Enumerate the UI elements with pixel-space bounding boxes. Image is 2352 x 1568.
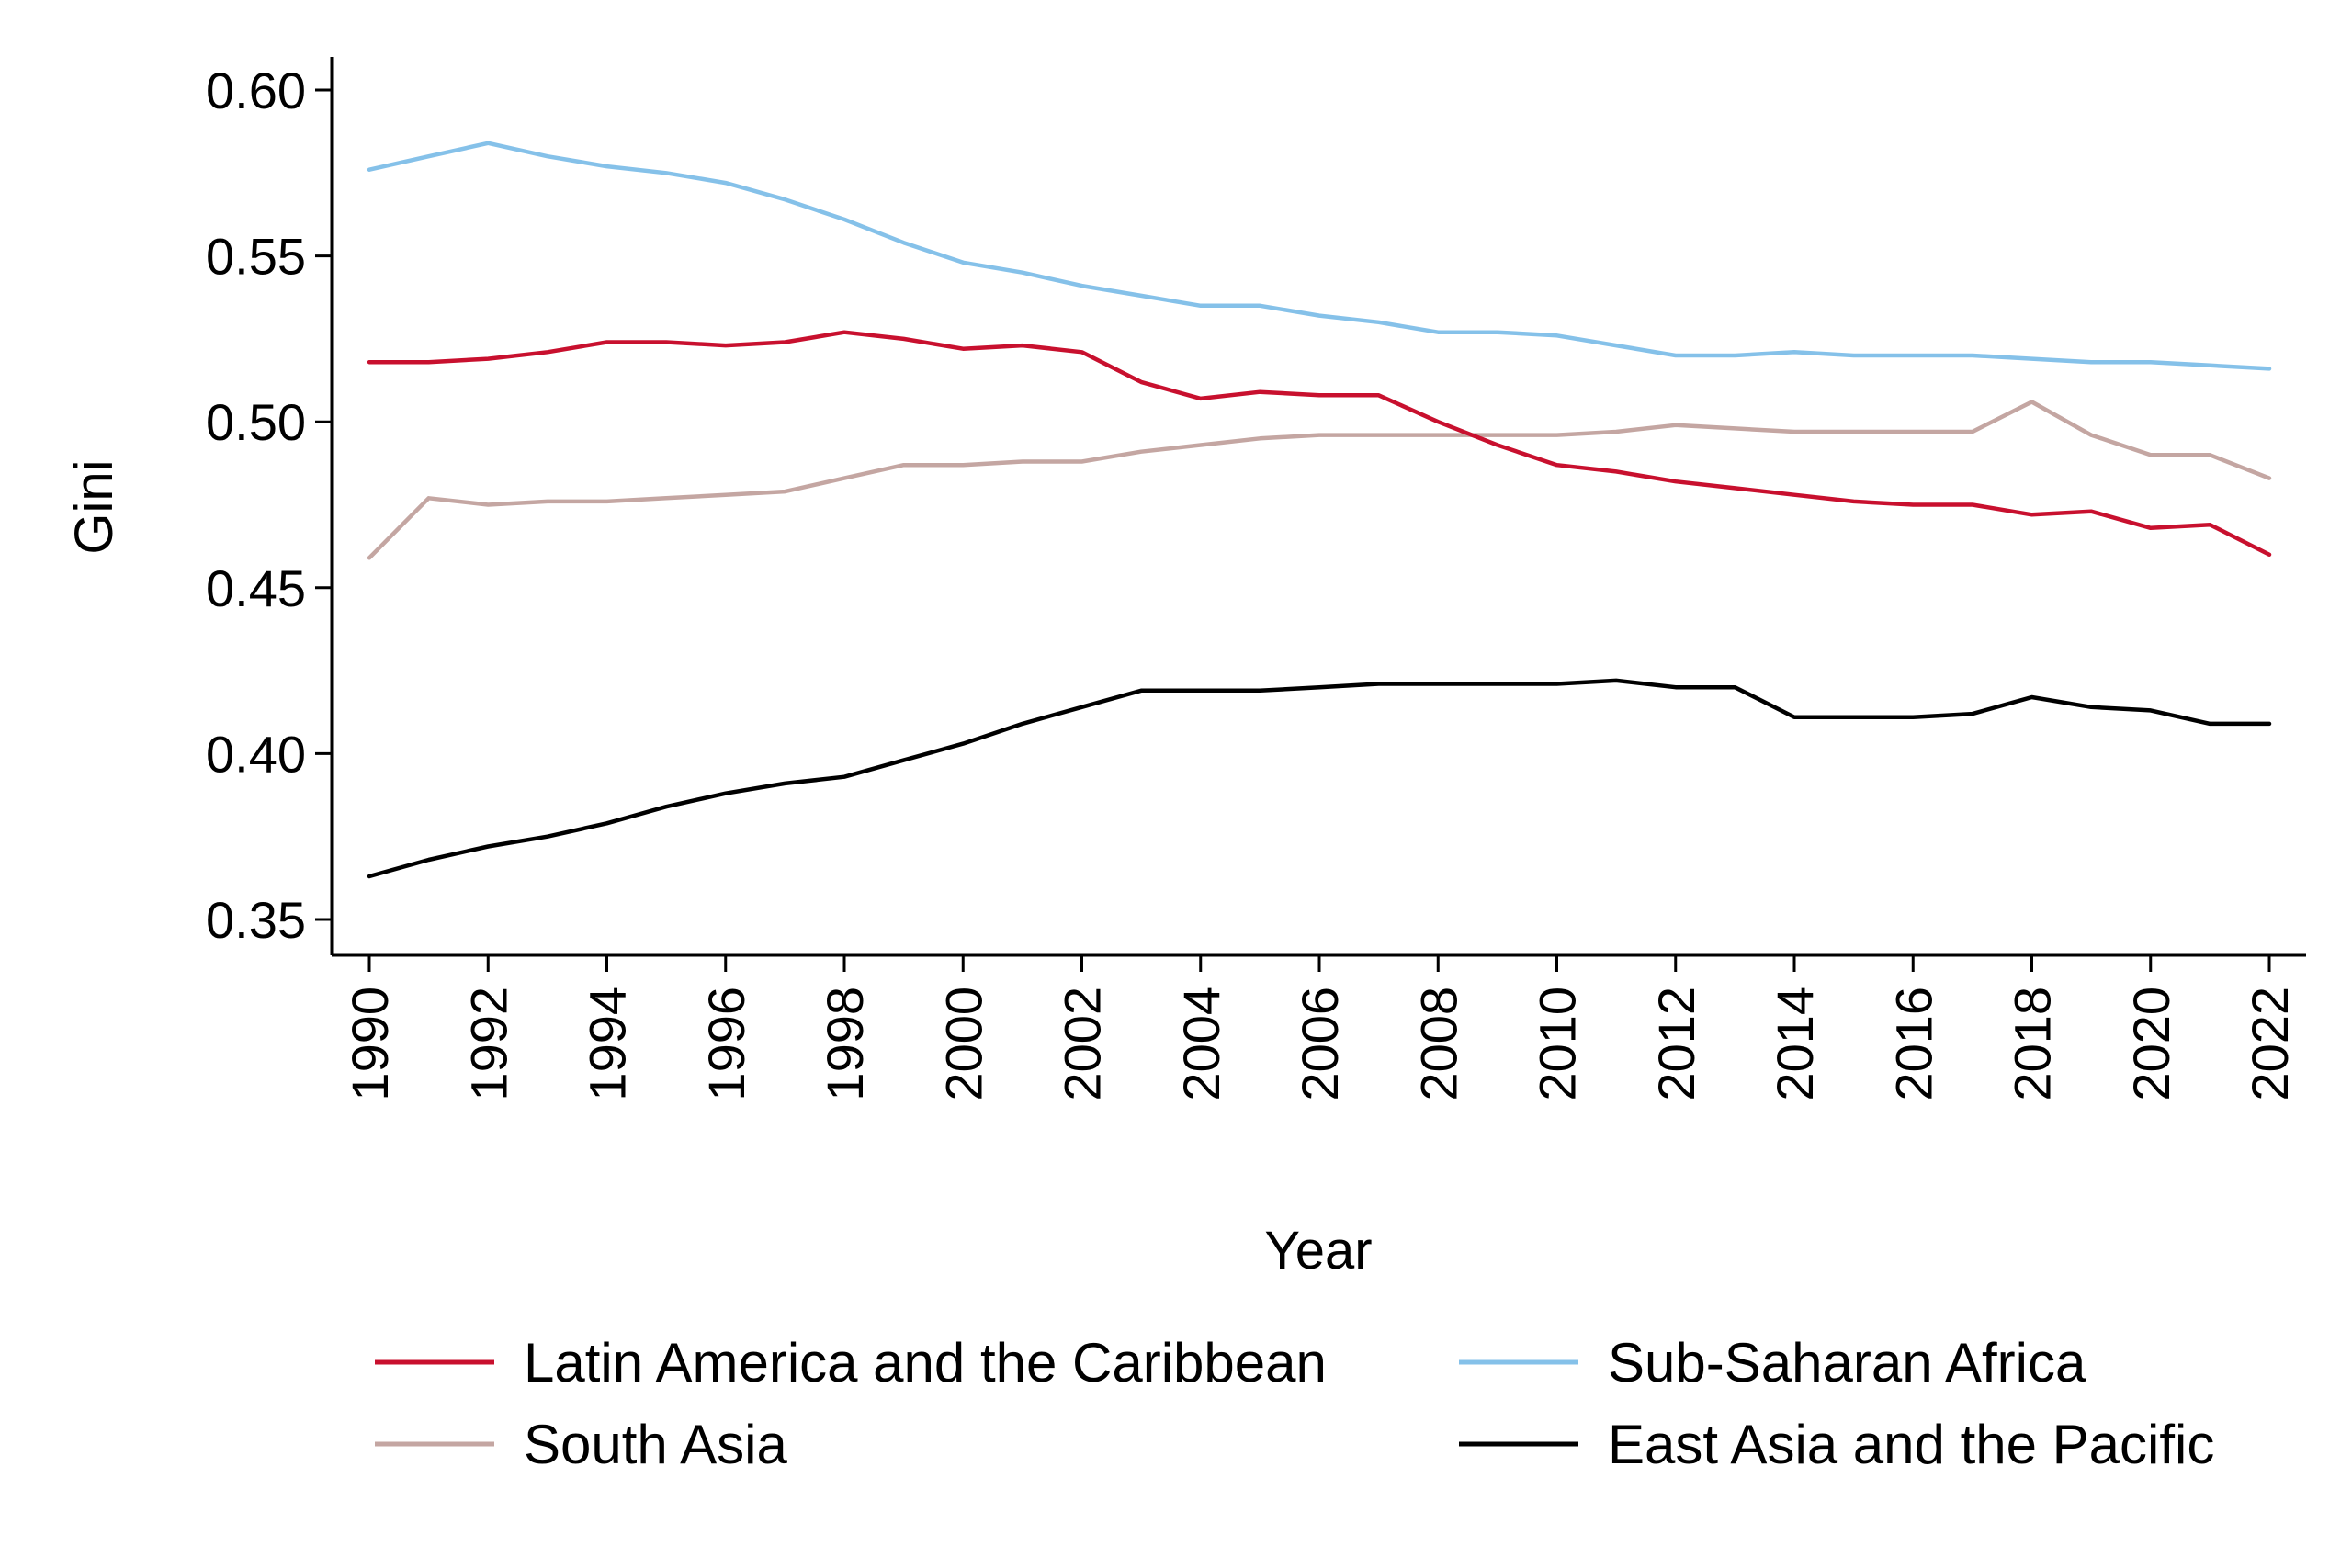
- x-tick-label: 2006: [1291, 987, 1349, 1101]
- x-tick-label: 2002: [1054, 987, 1112, 1101]
- legend-item: Sub-Saharan Africa: [1459, 1332, 2086, 1393]
- x-tick-label: 2010: [1529, 987, 1587, 1101]
- y-tick-label: 0.55: [206, 228, 306, 286]
- x-tick-label: 2012: [1647, 987, 1705, 1101]
- legend-label: South Asia: [524, 1414, 788, 1475]
- legend-label: Latin America and the Caribbean: [524, 1332, 1327, 1393]
- series-line-south-asia: [367, 400, 2272, 560]
- series-line-sub-saharan-africa: [367, 141, 2272, 371]
- legend-item: East Asia and the Pacific: [1459, 1414, 2214, 1475]
- x-tick-label: 2022: [2241, 987, 2299, 1101]
- y-tick-label: 0.40: [206, 725, 306, 783]
- legend-label: Sub-Saharan Africa: [1608, 1332, 2086, 1393]
- legend-item: Latin America and the Caribbean: [375, 1332, 1327, 1393]
- x-tick-label: 1990: [341, 987, 399, 1101]
- y-tick-label: 0.45: [206, 559, 306, 617]
- x-tick-label: 2018: [2004, 987, 2062, 1101]
- x-tick-label: 1992: [459, 987, 517, 1101]
- x-tick-label: 2016: [1884, 987, 1942, 1101]
- legend: Latin America and the Caribbean Sub-Sahar…: [375, 1332, 2214, 1475]
- y-tick-label: 0.50: [206, 393, 306, 451]
- x-tick-label: 2000: [934, 987, 992, 1101]
- series-lines: [367, 141, 2272, 879]
- series-line-latin-america-and-the-caribbean: [367, 330, 2272, 557]
- y-tick-label: 0.35: [206, 891, 306, 949]
- x-tick-label: 2008: [1409, 987, 1467, 1101]
- x-tick-label: 1994: [579, 987, 637, 1101]
- y-ticks: 0.35 0.40 0.45 0.50 0.55 0.60: [206, 62, 332, 949]
- x-tick-label: 2020: [2122, 987, 2180, 1101]
- x-tick-label: 1996: [697, 987, 755, 1101]
- y-tick-label: 0.60: [206, 62, 306, 119]
- x-tick-label: 2014: [1766, 987, 1824, 1101]
- x-tick-label: 1998: [816, 987, 874, 1101]
- x-ticks: 1990 1992 1994 1996 1998 2000 2002 2004 2006 2008…: [341, 955, 2299, 1101]
- series-line-east-asia-and-the-pacific: [367, 678, 2272, 879]
- x-axis-title: Year: [1264, 1221, 1372, 1280]
- x-tick-label: 2004: [1172, 987, 1230, 1101]
- legend-label: East Asia and the Pacific: [1608, 1414, 2214, 1475]
- legend-item: South Asia: [375, 1414, 788, 1475]
- y-axis-title: Gini: [64, 459, 124, 554]
